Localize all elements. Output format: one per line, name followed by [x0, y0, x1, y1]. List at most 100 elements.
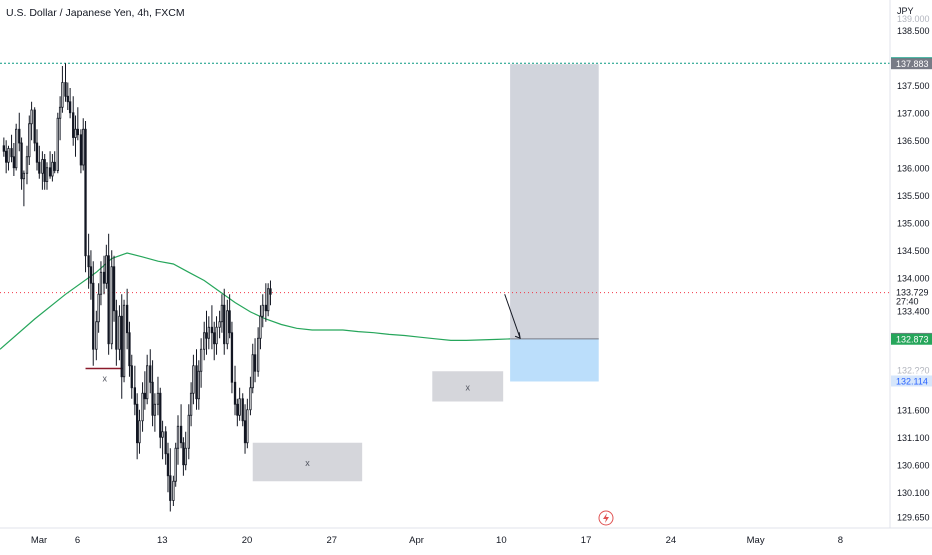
candle-body	[79, 134, 83, 166]
candle-body	[192, 365, 195, 394]
candle-body	[82, 128, 85, 166]
candle-body	[61, 82, 64, 108]
candle-body	[218, 321, 221, 328]
candle-body	[105, 255, 108, 284]
candle-body	[233, 381, 237, 405]
candle-body	[226, 310, 229, 345]
candle-body	[203, 332, 206, 350]
candle-body	[84, 128, 87, 257]
moving-average-line	[0, 252, 511, 350]
position-target-zone	[510, 338, 599, 382]
candle-body	[207, 326, 210, 339]
y-tick-label: 137.000	[897, 108, 930, 118]
candle-body	[99, 271, 103, 295]
candle-body	[58, 106, 62, 119]
price-label-bg	[891, 375, 932, 387]
candle-body	[125, 304, 129, 334]
candle-body	[115, 310, 118, 350]
x-tick-label: Apr	[409, 535, 424, 546]
candle-body	[213, 332, 216, 345]
candle-body	[205, 332, 208, 339]
candle-body	[146, 365, 149, 400]
candle-body	[243, 420, 247, 444]
lightning-icon	[598, 510, 614, 526]
candle-body	[120, 315, 123, 378]
candle-body	[92, 282, 95, 350]
zone-label: x	[103, 374, 108, 384]
candle-body	[172, 480, 175, 501]
candle-body	[22, 172, 26, 180]
price-label-bg	[891, 58, 932, 70]
candle-body	[197, 370, 200, 400]
candle-body	[30, 109, 33, 125]
candle-body	[156, 392, 160, 405]
candle-body	[102, 271, 106, 284]
candle-body	[56, 117, 59, 171]
candle-body	[43, 159, 46, 182]
x-tick-label: 10	[496, 535, 507, 546]
candle-body	[122, 304, 126, 378]
candle-body	[95, 321, 98, 350]
candle-body	[241, 398, 244, 422]
candle-body	[153, 403, 157, 416]
candle-body	[130, 365, 133, 389]
candle-body	[259, 315, 262, 339]
candle-body	[128, 332, 131, 367]
candle-body	[238, 398, 241, 416]
candle-body	[53, 161, 56, 171]
y-tick-label: 130.600	[897, 460, 930, 470]
candle-body	[236, 403, 239, 416]
candle-body	[20, 142, 23, 180]
y-tick-label: 133.400	[897, 306, 930, 316]
candle-body	[143, 392, 147, 400]
price-label: 132.873	[896, 335, 929, 345]
candle-body	[182, 442, 185, 466]
candle-body	[18, 128, 21, 144]
y-tick-label: 137.500	[897, 81, 930, 91]
candle-body	[195, 365, 198, 400]
candle-body	[118, 315, 121, 350]
candle-body	[64, 82, 67, 97]
candle-body	[223, 304, 226, 345]
trade-arrow	[504, 294, 521, 339]
price-label: 137.883	[896, 59, 929, 69]
candle-body	[51, 161, 54, 177]
y-tick-label: 131.600	[897, 405, 930, 415]
candle-body	[149, 365, 152, 383]
zone-box	[252, 442, 363, 482]
price-label: 132.114	[896, 376, 928, 386]
candle-body	[220, 304, 224, 323]
x-tick-label: 24	[666, 535, 677, 546]
candle-body	[12, 156, 16, 169]
zone-label: x	[465, 382, 470, 392]
candle-body	[110, 266, 113, 345]
candle-body	[33, 109, 36, 144]
candle-body	[87, 255, 90, 268]
candle-body	[72, 112, 75, 138]
candle-body	[179, 425, 183, 444]
x-tick-label: 8	[838, 535, 843, 546]
x-tick-label: 20	[242, 535, 253, 546]
candle-body	[261, 304, 264, 317]
price-label: 133.729	[896, 288, 929, 298]
candle-body	[89, 266, 93, 284]
x-tick-label: 27	[327, 535, 338, 546]
candle-body	[112, 266, 116, 312]
x-tick-label: 17	[581, 535, 592, 546]
candle-body	[138, 420, 141, 444]
candle-body	[210, 326, 214, 334]
candle-body	[176, 425, 180, 449]
y-tick-label: 132.??0	[897, 366, 930, 376]
y-tick-label: 131.100	[897, 433, 930, 443]
y-tick-label: 136.000	[897, 163, 930, 173]
y-tick-label: 129.650	[897, 513, 930, 523]
candle-body	[141, 392, 144, 422]
candle-body	[264, 304, 267, 312]
candle-body	[133, 387, 136, 405]
candle-body	[246, 409, 249, 444]
trade-arrow-head	[514, 332, 521, 340]
candle-body	[253, 354, 257, 372]
candle-body	[7, 148, 10, 163]
candle-body	[74, 128, 77, 138]
